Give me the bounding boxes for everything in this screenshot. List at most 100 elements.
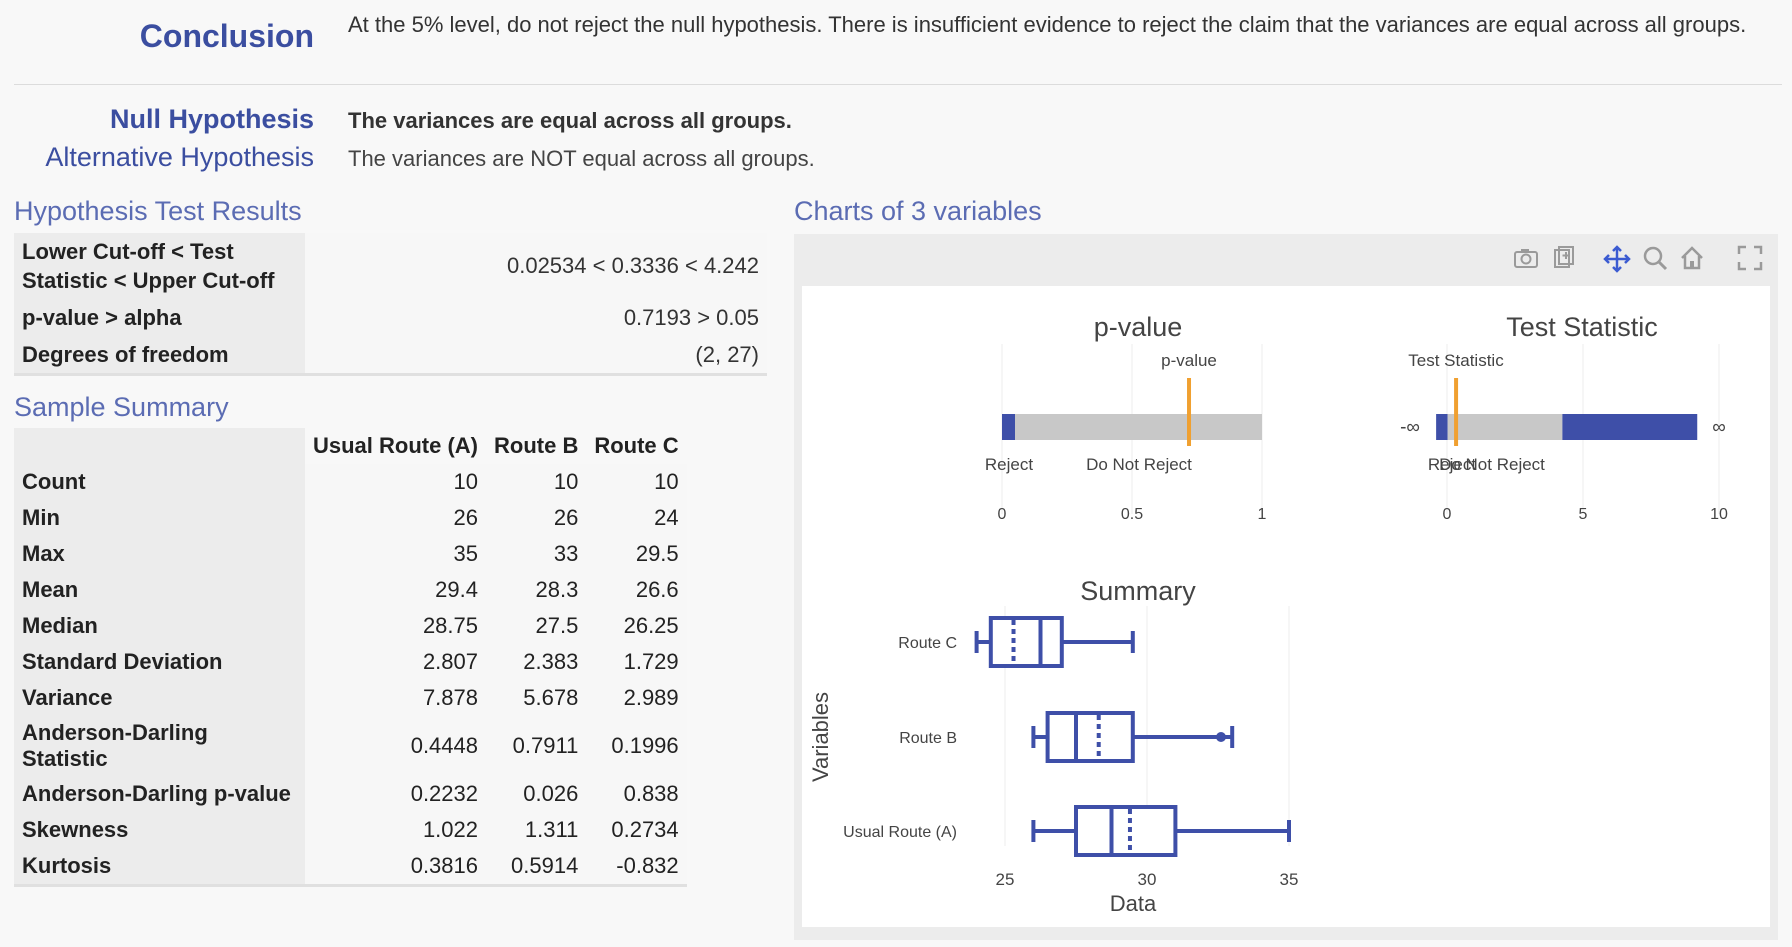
teststat-reject-high-bar <box>1562 414 1698 440</box>
table-cell-value: 26.6 <box>586 572 687 608</box>
table-row: Lower Cut-off < Test Statistic < Upper C… <box>14 233 767 299</box>
table-cell-label: Median <box>14 608 305 644</box>
box-category-label: Route B <box>899 730 957 747</box>
table-row: Max 35 33 29.5 <box>14 536 687 572</box>
table-row: Standard Deviation 2.807 2.383 1.729 <box>14 644 687 680</box>
table-cell-value: 27.5 <box>486 608 587 644</box>
box-x-axis-label: Data <box>1110 891 1157 916</box>
table-header-empty <box>14 428 305 464</box>
teststat-tick-label: 10 <box>1710 506 1728 523</box>
table-cell-value: 0.5914 <box>486 848 587 886</box>
pvalue-marker-label: p-value <box>1161 351 1217 370</box>
table-cell-value: 0.3816 <box>305 848 486 886</box>
box-iqr <box>1074 805 1178 857</box>
table-cell-label: Mean <box>14 572 305 608</box>
null-hypothesis-label: Null Hypothesis <box>109 104 314 134</box>
table-cell-label: Variance <box>14 680 305 716</box>
table-cell-label: Kurtosis <box>14 848 305 886</box>
table-row: Count 10 10 10 <box>14 464 687 500</box>
test-statistic-chart-title: Test Statistic <box>1506 312 1658 342</box>
teststat-tick-label: 5 <box>1579 506 1588 523</box>
pvalue-tick-label: 1 <box>1258 506 1267 523</box>
box-category-label: Usual Route (A) <box>843 824 957 841</box>
charts-title: Charts of 3 variables <box>794 196 1042 226</box>
teststat-marker-label: Test Statistic <box>1408 351 1504 370</box>
alternative-hypothesis-label: Alternative Hypothesis <box>45 142 314 172</box>
table-cell-value: 0.7193 > 0.05 <box>305 299 767 336</box>
table-row: Median 28.75 27.5 26.25 <box>14 608 687 644</box>
table-row: Mean 29.4 28.3 26.6 <box>14 572 687 608</box>
table-cell-label: Anderson-Darling p-value <box>14 776 305 812</box>
alternative-hypothesis-text: The variances are NOT equal across all g… <box>348 146 815 171</box>
table-cell-label: Skewness <box>14 812 305 848</box>
sample-summary-table: Usual Route (A) Route B Route C Count 10 1… <box>14 428 687 887</box>
table-cell-value: 29.4 <box>305 572 486 608</box>
table-cell-value: 5.678 <box>486 680 587 716</box>
null-hypothesis-text: The variances are equal across all group… <box>348 108 792 133</box>
table-cell-value: 1.729 <box>586 644 687 680</box>
table-cell-label: p-value > alpha <box>14 299 305 336</box>
table-row: Min 26 26 24 <box>14 500 687 536</box>
home-icon[interactable] <box>1678 244 1706 279</box>
table-cell-value: 2.383 <box>486 644 587 680</box>
table-cell-value: 28.3 <box>486 572 587 608</box>
table-cell-label: Max <box>14 536 305 572</box>
camera-icon[interactable] <box>1512 244 1540 279</box>
chart-toolbar <box>1508 244 1768 276</box>
fullscreen-icon[interactable] <box>1736 244 1764 279</box>
table-cell-label: Degrees of freedom <box>14 336 305 375</box>
box-tick-label: 30 <box>1138 870 1157 889</box>
teststat-reject-low-bar <box>1436 414 1448 440</box>
table-cell-value: 2.807 <box>305 644 486 680</box>
conclusion-text: At the 5% level, do not reject the null … <box>348 12 1747 37</box>
box-tick-label: 25 <box>996 870 1015 889</box>
table-row: Anderson-Darling p-value 0.2232 0.026 0.838 <box>14 776 687 812</box>
summary-chart-title: Summary <box>1080 576 1196 606</box>
pvalue-accept-bar <box>1015 414 1262 440</box>
table-cell-value: 0.026 <box>486 776 587 812</box>
table-cell-value: -0.832 <box>586 848 687 886</box>
table-cell-value: 1.311 <box>486 812 587 848</box>
table-row: Degrees of freedom (2, 27) <box>14 336 767 375</box>
table-cell-value: 0.2232 <box>305 776 486 812</box>
pvalue-chart-title: p-value <box>1094 312 1183 342</box>
table-cell-value: 33 <box>486 536 587 572</box>
sample-summary-title: Sample Summary <box>14 392 229 422</box>
teststat-accept-bar <box>1447 414 1563 440</box>
table-cell-value: 29.5 <box>586 536 687 572</box>
table-cell-value: 10 <box>586 464 687 500</box>
table-cell-value: 28.75 <box>305 608 486 644</box>
teststat-reject-label: Reject <box>1428 455 1476 474</box>
zoom-icon[interactable] <box>1641 244 1669 279</box>
pvalue-tick-label: 0.5 <box>1121 506 1143 523</box>
table-header-row: Usual Route (A) Route B Route C <box>14 428 687 464</box>
table-row: Skewness 1.022 1.311 0.2734 <box>14 812 687 848</box>
table-cell-value: 0.7911 <box>486 716 587 776</box>
teststat-tick-label: 0 <box>1443 506 1452 523</box>
table-cell-label: Standard Deviation <box>14 644 305 680</box>
test-results-table: Lower Cut-off < Test Statistic < Upper C… <box>14 233 767 376</box>
table-cell-label: Anderson-Darling Statistic <box>14 716 305 776</box>
table-row: Kurtosis 0.3816 0.5914 -0.832 <box>14 848 687 886</box>
table-cell-value: 1.022 <box>305 812 486 848</box>
pos-infinity-label: ∞ <box>1712 417 1726 438</box>
table-cell-value: 26.25 <box>586 608 687 644</box>
box-outlier <box>1216 732 1226 742</box>
table-cell-value: 24 <box>586 500 687 536</box>
box-tick-label: 35 <box>1280 870 1299 889</box>
table-cell-value: 0.838 <box>586 776 687 812</box>
table-cell-label: Count <box>14 464 305 500</box>
pvalue-tick-label: 0 <box>998 506 1007 523</box>
table-cell-value: 2.989 <box>586 680 687 716</box>
table-header: Route B <box>486 428 587 464</box>
table-row: Anderson-Darling Statistic 0.4448 0.7911 0.… <box>14 716 687 776</box>
compare-icon[interactable] <box>1550 244 1578 279</box>
table-row: p-value > alpha 0.7193 > 0.05 <box>14 299 767 336</box>
table-cell-value: (2, 27) <box>305 336 767 375</box>
box-category-label: Route C <box>898 635 957 652</box>
teststat-accept-label: Do Not Reject <box>1439 455 1545 474</box>
pan-icon[interactable] <box>1602 244 1632 281</box>
table-cell-value: 26 <box>305 500 486 536</box>
table-header: Route C <box>586 428 687 464</box>
charts-svg: p-value 0 0.5 1 p-value Reject Do Not Reject Te… <box>808 312 1728 916</box>
